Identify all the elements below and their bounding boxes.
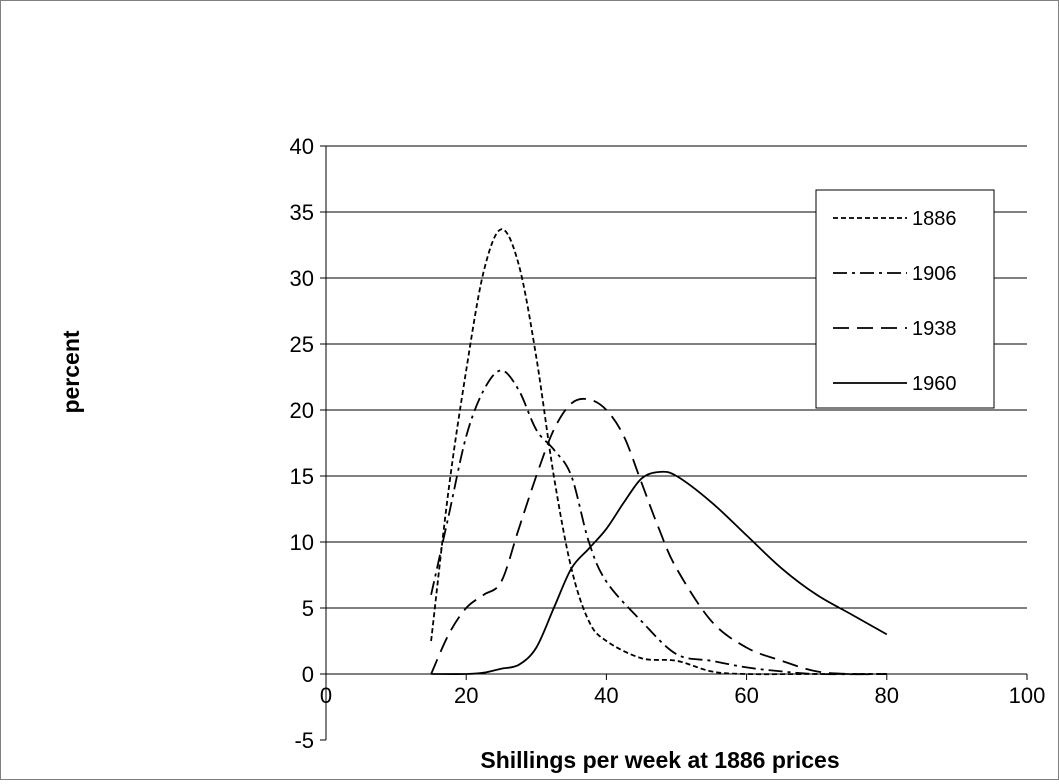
y-tick-label: 15 (290, 464, 314, 489)
series-line-1960 (431, 470, 888, 675)
legend: 1886 1906 1938 1960 (815, 189, 995, 409)
y-tick-label: 25 (290, 332, 314, 357)
x-axis-title: Shillings per week at 1886 prices (480, 747, 839, 773)
series-line-1886 (430, 228, 887, 676)
series-line-1938 (430, 397, 887, 676)
y-tick-label: 0 (302, 662, 314, 687)
axes (320, 145, 1028, 741)
y-tick-label: 20 (290, 398, 314, 423)
y-tick-label: 5 (302, 596, 314, 621)
legend-items: 1886 1906 1938 1960 (833, 208, 957, 395)
y-tick-label: 40 (290, 134, 314, 159)
y-tick-label: 30 (290, 266, 314, 291)
x-tick-label: 80 (875, 683, 899, 708)
legend-box (815, 189, 995, 409)
series-lines (430, 228, 888, 676)
legend-label-1960: 1960 (912, 373, 957, 395)
x-tick-label: 40 (594, 683, 618, 708)
y-axis-title: percent (58, 330, 84, 413)
x-tick-label: 100 (1009, 683, 1046, 708)
x-tick-label: 0 (320, 683, 332, 708)
series-line-1906 (430, 369, 887, 676)
x-tick-label: 60 (734, 683, 758, 708)
legend-label-1906: 1906 (912, 263, 957, 285)
y-tick-label: 35 (290, 200, 314, 225)
x-tick-label: 20 (454, 683, 478, 708)
legend-label-1938: 1938 (912, 318, 957, 340)
y-tick-label: 10 (290, 530, 314, 555)
legend-label-1886: 1886 (912, 208, 957, 230)
y-tick-label: -5 (294, 728, 314, 753)
